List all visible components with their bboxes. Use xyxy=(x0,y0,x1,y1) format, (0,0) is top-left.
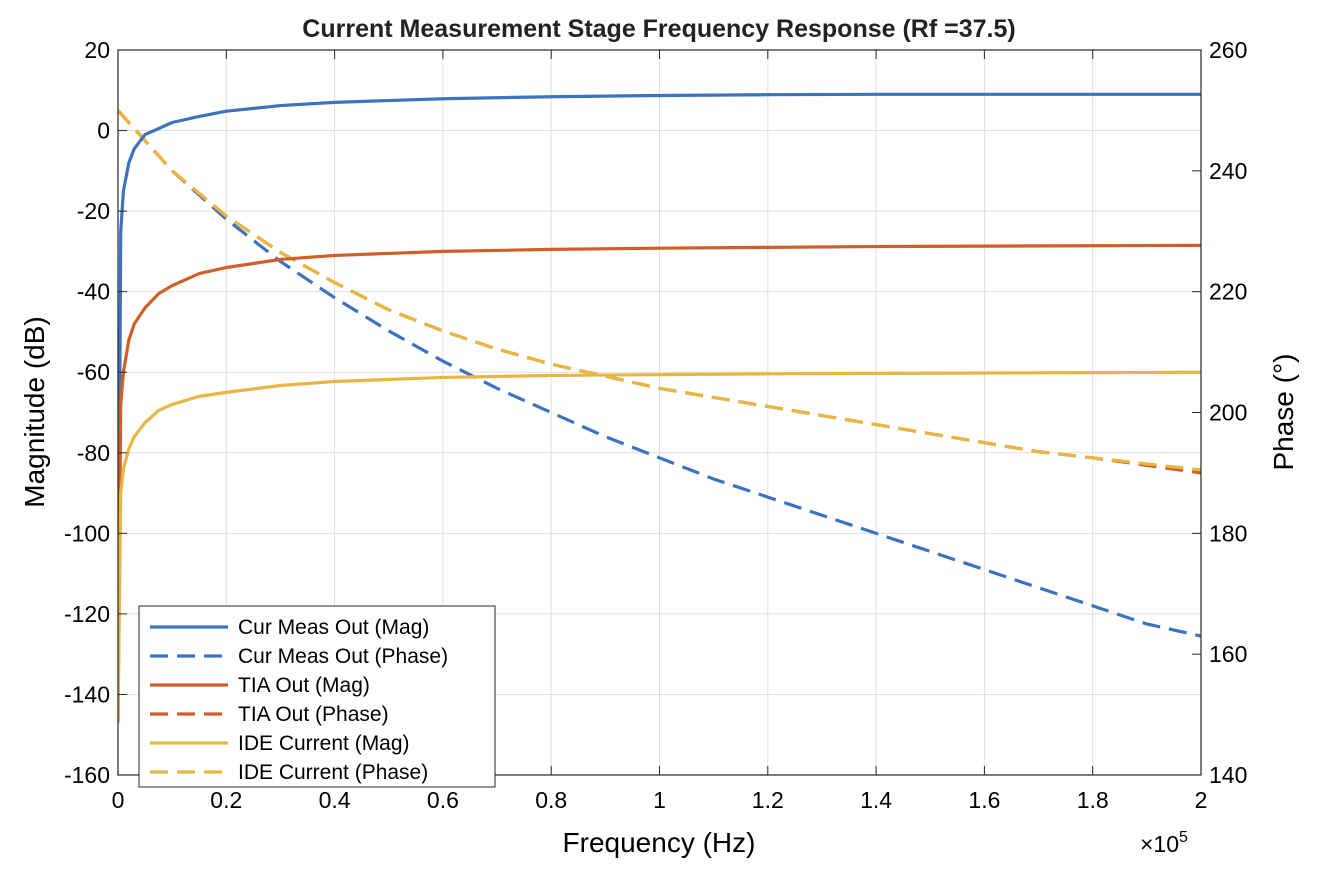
y-left-tick-label: -160 xyxy=(64,762,110,788)
legend-label: TIA Out (Mag) xyxy=(238,674,370,697)
y-left-tick-label: -80 xyxy=(77,440,110,466)
x-exponent-label: ×105 xyxy=(1140,829,1188,857)
x-tick-label: 1.8 xyxy=(1077,787,1109,813)
y-right-tick-label: 140 xyxy=(1209,762,1247,788)
y-right-tick-label: 160 xyxy=(1209,641,1247,667)
legend-label: IDE Current (Mag) xyxy=(238,732,410,755)
tick-labels: 0 0.2 0.4 0.6 0.8 1 1.2 1.4 1.6 1.8 2200-20-40-60-… xyxy=(64,37,1247,813)
y-left-tick-label: -60 xyxy=(77,359,110,385)
x-tick-label: 1.2 xyxy=(752,787,784,813)
x-axis-label: Frequency (Hz) xyxy=(563,827,756,858)
x-tick-label: 2 xyxy=(1195,787,1208,813)
grid xyxy=(118,50,1201,775)
series-layer xyxy=(118,92,1201,723)
y-axis-right-label: Phase (°) xyxy=(1268,353,1299,470)
x-tick-label: 0.6 xyxy=(427,787,459,813)
y-right-tick-label: 240 xyxy=(1209,158,1247,184)
legend-label: Cur Meas Out (Phase) xyxy=(238,645,448,668)
y-right-tick-label: 260 xyxy=(1209,37,1247,63)
x-tick-label: 1 xyxy=(653,787,666,813)
legend-box xyxy=(138,605,496,788)
y-left-tick-label: -20 xyxy=(77,198,110,224)
x-exponent-base: ×10 xyxy=(1140,831,1179,857)
y-right-tick-label: 220 xyxy=(1209,279,1247,305)
x-exponent-power: 5 xyxy=(1179,829,1188,846)
legend: Cur Meas Out (Mag) Cur Meas Out (Phase) TI… xyxy=(138,605,496,788)
x-tick-label: 0.2 xyxy=(210,787,242,813)
legend-label: Cur Meas Out (Mag) xyxy=(238,616,429,639)
y-left-tick-label: -120 xyxy=(64,601,110,627)
x-tick-label: 1.4 xyxy=(860,787,892,813)
chart-title: Current Measurement Stage Frequency Resp… xyxy=(302,15,1015,43)
y-left-tick-label: -140 xyxy=(64,681,110,707)
series-line-cur-meas-out-mag xyxy=(118,92,1201,723)
y-left-tick-label: -40 xyxy=(77,279,110,305)
y-right-tick-label: 180 xyxy=(1209,520,1247,546)
y-left-tick-label: 20 xyxy=(84,37,110,63)
y-left-tick-label: 0 xyxy=(97,118,110,144)
x-tick-label: 0.4 xyxy=(319,787,351,813)
legend-label: IDE Current (Phase) xyxy=(238,761,428,784)
legend-label: TIA Out (Phase) xyxy=(238,703,389,726)
x-tick-label: 0 xyxy=(112,787,125,813)
series-line-ide-current-mag xyxy=(118,370,1201,723)
x-tick-label: 0.8 xyxy=(535,787,567,813)
series-line-cur-meas-out-phase xyxy=(118,109,1201,638)
y-left-tick-label: -100 xyxy=(64,520,110,546)
y-axis-left-label: Magnitude (dB) xyxy=(19,316,50,507)
y-right-tick-label: 200 xyxy=(1209,400,1247,426)
x-tick-label: 1.6 xyxy=(968,787,1000,813)
series-line-tia-out-mag xyxy=(118,243,1201,723)
